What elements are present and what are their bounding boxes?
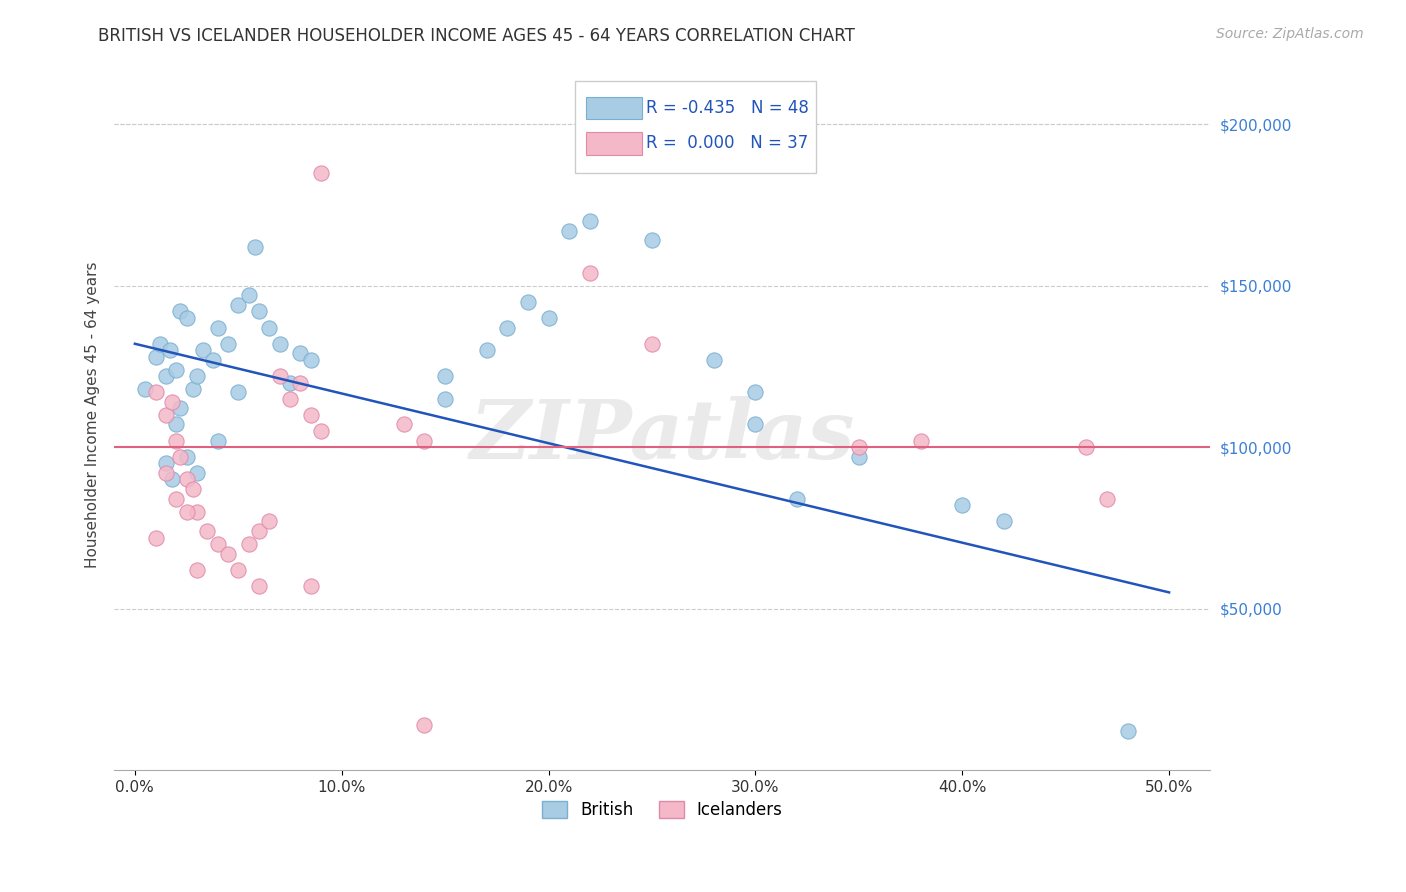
Point	[226, 298, 249, 312]
Point	[176, 472, 198, 486]
Point	[290, 346, 312, 360]
Point	[434, 369, 457, 384]
Point	[243, 240, 266, 254]
Point	[299, 579, 322, 593]
Point	[169, 450, 191, 464]
FancyBboxPatch shape	[575, 81, 815, 173]
Point	[259, 514, 281, 528]
Point	[186, 505, 208, 519]
Point	[1076, 440, 1098, 454]
Point	[207, 320, 229, 334]
Point	[537, 310, 560, 325]
Point	[134, 382, 156, 396]
Point	[910, 434, 932, 448]
Point	[496, 320, 519, 334]
Point	[703, 352, 725, 367]
Point	[159, 343, 181, 358]
Point	[434, 392, 457, 406]
Point	[145, 385, 167, 400]
Point	[786, 491, 808, 506]
Point	[165, 362, 187, 376]
Point	[993, 514, 1015, 528]
Text: ZIPatlas: ZIPatlas	[470, 396, 855, 476]
Point	[186, 369, 208, 384]
Point	[744, 385, 766, 400]
Point	[259, 320, 281, 334]
Point	[475, 343, 498, 358]
Legend: British, Icelanders: British, Icelanders	[536, 794, 789, 826]
Text: R = -0.435   N = 48: R = -0.435 N = 48	[645, 99, 808, 117]
Point	[217, 547, 239, 561]
Point	[238, 288, 260, 302]
Point	[145, 350, 167, 364]
Point	[176, 310, 198, 325]
Point	[181, 382, 204, 396]
Point	[169, 304, 191, 318]
Point	[165, 417, 187, 432]
Point	[155, 456, 177, 470]
Point	[579, 266, 602, 280]
Point	[516, 294, 538, 309]
FancyBboxPatch shape	[585, 132, 641, 155]
Point	[226, 385, 249, 400]
Point	[744, 417, 766, 432]
Point	[186, 563, 208, 577]
Point	[155, 369, 177, 384]
Point	[247, 524, 270, 538]
Point	[848, 450, 870, 464]
Point	[392, 417, 415, 432]
Point	[1116, 724, 1139, 739]
Text: Source: ZipAtlas.com: Source: ZipAtlas.com	[1216, 27, 1364, 41]
Point	[165, 491, 187, 506]
Point	[145, 531, 167, 545]
Point	[278, 376, 301, 390]
Point	[217, 336, 239, 351]
Point	[160, 395, 183, 409]
Point	[247, 304, 270, 318]
Point	[195, 524, 218, 538]
Point	[149, 336, 172, 351]
Point	[226, 563, 249, 577]
Point	[160, 472, 183, 486]
Point	[848, 440, 870, 454]
FancyBboxPatch shape	[585, 96, 641, 120]
Point	[169, 401, 191, 416]
Point	[202, 352, 225, 367]
Point	[176, 450, 198, 464]
Point	[299, 352, 322, 367]
Point	[207, 537, 229, 551]
Point	[299, 408, 322, 422]
Point	[269, 369, 291, 384]
Point	[247, 579, 270, 593]
Y-axis label: Householder Income Ages 45 - 64 years: Householder Income Ages 45 - 64 years	[86, 261, 100, 568]
Point	[207, 434, 229, 448]
Point	[191, 343, 214, 358]
Point	[278, 392, 301, 406]
Point	[165, 434, 187, 448]
Point	[641, 336, 664, 351]
Point	[413, 434, 436, 448]
Point	[558, 224, 581, 238]
Point	[950, 498, 973, 512]
Point	[1095, 491, 1118, 506]
Point	[309, 166, 332, 180]
Point	[181, 482, 204, 496]
Text: BRITISH VS ICELANDER HOUSEHOLDER INCOME AGES 45 - 64 YEARS CORRELATION CHART: BRITISH VS ICELANDER HOUSEHOLDER INCOME …	[98, 27, 855, 45]
Point	[309, 424, 332, 438]
Point	[155, 408, 177, 422]
Point	[579, 214, 602, 228]
Point	[641, 234, 664, 248]
Text: R =  0.000   N = 37: R = 0.000 N = 37	[645, 135, 808, 153]
Point	[269, 336, 291, 351]
Point	[155, 466, 177, 480]
Point	[290, 376, 312, 390]
Point	[186, 466, 208, 480]
Point	[238, 537, 260, 551]
Point	[413, 718, 436, 732]
Point	[176, 505, 198, 519]
